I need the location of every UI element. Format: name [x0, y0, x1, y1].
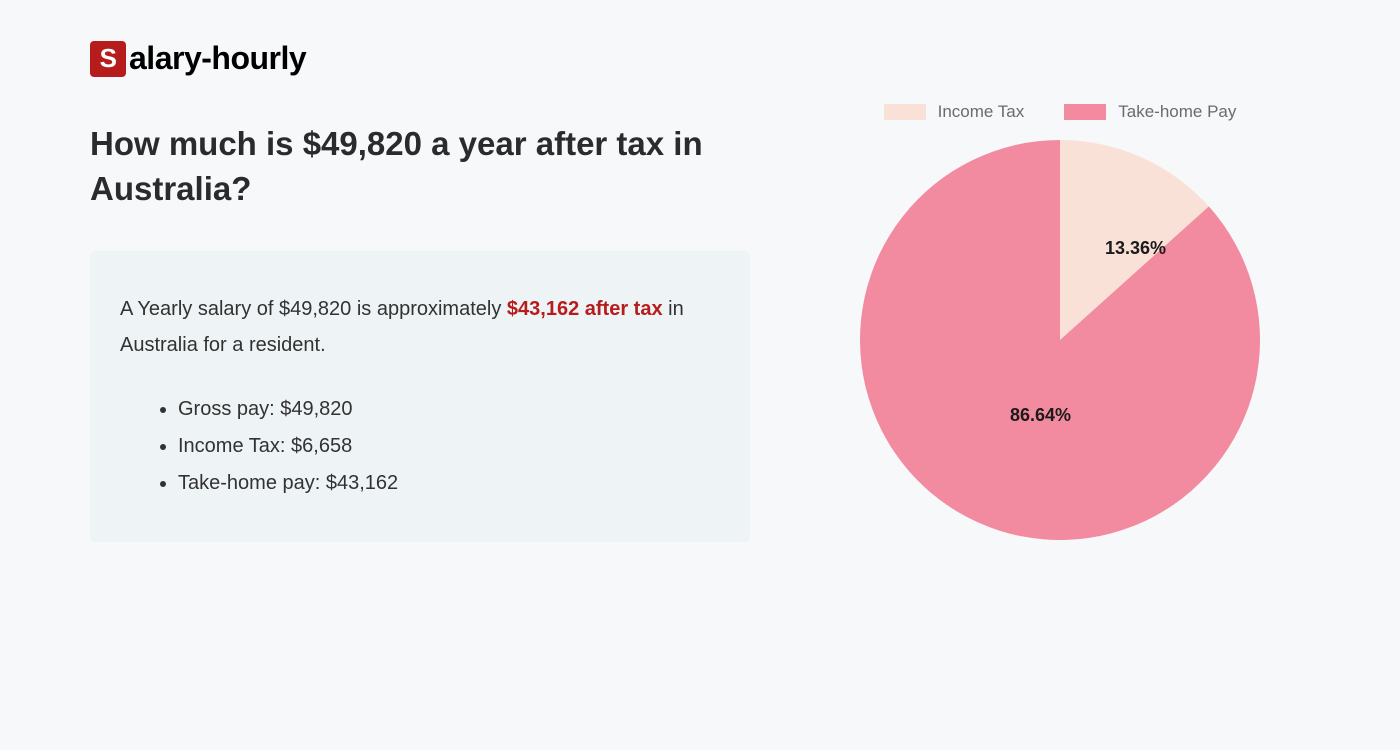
summary-list: Gross pay: $49,820 Income Tax: $6,658 Ta… — [120, 391, 710, 502]
pie-chart: 13.36% 86.64% — [860, 140, 1260, 540]
legend-label: Take-home Pay — [1118, 102, 1236, 122]
legend-swatch — [884, 104, 926, 120]
logo-text: alary-hourly — [129, 40, 306, 77]
pie-svg — [860, 140, 1260, 540]
logo-badge: S — [90, 41, 126, 77]
legend-swatch — [1064, 104, 1106, 120]
list-item: Gross pay: $49,820 — [178, 391, 710, 428]
site-logo: Salary-hourly — [90, 40, 1310, 77]
summary-box: A Yearly salary of $49,820 is approximat… — [90, 251, 750, 542]
list-item: Take-home pay: $43,162 — [178, 465, 710, 502]
summary-text: A Yearly salary of $49,820 is approximat… — [120, 291, 710, 363]
summary-highlight: $43,162 after tax — [507, 298, 663, 320]
pie-slice-label: 13.36% — [1105, 238, 1166, 259]
page-heading: How much is $49,820 a year after tax in … — [90, 122, 750, 211]
legend-item-take-home: Take-home Pay — [1064, 102, 1236, 122]
summary-prefix: A Yearly salary of $49,820 is approximat… — [120, 298, 507, 320]
legend-item-income-tax: Income Tax — [884, 102, 1025, 122]
pie-slice-label: 86.64% — [1010, 405, 1071, 426]
list-item: Income Tax: $6,658 — [178, 428, 710, 465]
chart-legend: Income Tax Take-home Pay — [884, 102, 1237, 122]
legend-label: Income Tax — [938, 102, 1025, 122]
